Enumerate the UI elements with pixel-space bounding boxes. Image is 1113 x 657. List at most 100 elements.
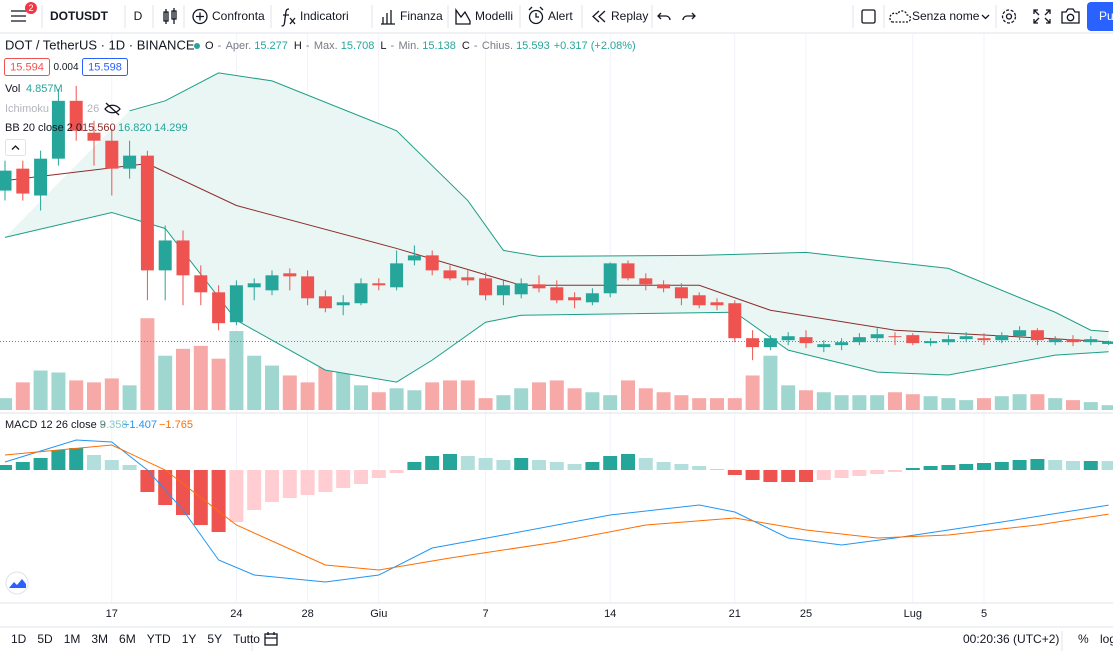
candle-body xyxy=(639,278,653,285)
logo-bg xyxy=(5,571,29,595)
volume-bar xyxy=(211,358,226,410)
candle-body xyxy=(461,277,475,281)
replay-button[interactable]: Replay xyxy=(592,9,648,23)
candle-body xyxy=(425,255,439,271)
volume-bar xyxy=(229,331,244,410)
logo-mark xyxy=(9,579,26,588)
chevron xyxy=(981,14,990,20)
candle-body xyxy=(692,295,706,306)
layout-button[interactable] xyxy=(861,9,876,24)
symbol-title: DOT / TetherUS · 1D · BINANCE xyxy=(5,37,195,52)
compare-button[interactable]: Confronta xyxy=(192,8,265,25)
volume-bar xyxy=(300,382,315,410)
volume-bar xyxy=(496,395,511,410)
macd-hist-bar xyxy=(923,466,938,470)
ichimoku-name: Ichimoku xyxy=(5,103,49,115)
candle-body xyxy=(514,283,528,295)
chart-type-button[interactable] xyxy=(163,8,177,24)
interval[interactable]: D xyxy=(134,9,143,23)
volume-bar xyxy=(389,388,404,410)
badge xyxy=(25,2,37,14)
volume-bar xyxy=(33,370,48,410)
candle-body xyxy=(34,158,48,196)
volume-bar xyxy=(1066,400,1080,410)
logo[interactable] xyxy=(5,571,29,595)
redo-button[interactable] xyxy=(682,12,696,21)
candle-body xyxy=(283,273,297,277)
candle-body xyxy=(69,100,83,131)
macd-hist-bar xyxy=(389,470,404,473)
fullscreen-button[interactable] xyxy=(1033,9,1051,24)
macd-hist-bar xyxy=(478,458,493,470)
menu-button[interactable]: 2 xyxy=(11,2,37,22)
macd-hist-bar xyxy=(247,470,262,510)
volume-bar xyxy=(371,392,386,410)
volume-bar xyxy=(265,365,279,410)
candle-body xyxy=(140,155,154,271)
volume-bar xyxy=(905,394,920,410)
financials-button[interactable]: Finanza xyxy=(381,9,443,25)
range-button[interactable]: 1Y xyxy=(182,632,197,646)
candle-body xyxy=(123,155,137,169)
undo-button[interactable] xyxy=(657,12,671,21)
x-tick-label: Lug xyxy=(904,608,922,620)
percent-toggle[interactable]: % xyxy=(1078,632,1089,646)
snapshot-button[interactable] xyxy=(1061,8,1080,24)
indicators-button[interactable]: Indicatori xyxy=(281,8,349,27)
candle-body xyxy=(728,303,742,339)
range-button[interactable]: 1D xyxy=(11,632,27,646)
market-status xyxy=(194,43,200,49)
bb-basis-value: 15.560 xyxy=(82,122,116,134)
candle-body xyxy=(532,284,546,289)
macd-value: −1.407 xyxy=(123,419,157,431)
button-label: Modelli xyxy=(475,9,513,23)
macd-hist-bar xyxy=(941,465,956,470)
ohlc-name: Max. xyxy=(314,40,338,52)
volume-bar xyxy=(638,388,653,410)
volume-bar xyxy=(816,392,831,410)
volume-bar xyxy=(923,396,938,410)
alert-button[interactable]: Alert xyxy=(528,6,573,25)
macd-hist-bar xyxy=(176,470,190,515)
button-label: Confronta xyxy=(212,9,265,23)
macd-hist-value: 0.358 xyxy=(100,419,128,431)
hide-indicator-button[interactable] xyxy=(104,102,121,116)
macd-hist-bar xyxy=(1030,459,1045,470)
settings-button[interactable] xyxy=(1001,9,1017,24)
publish-button[interactable]: Pu xyxy=(1087,2,1113,31)
date-range-button[interactable] xyxy=(264,632,278,646)
candle-body xyxy=(51,100,65,159)
macd-hist-bar xyxy=(496,460,511,470)
macd-hist-bar xyxy=(905,468,920,470)
range-button[interactable]: 5Y xyxy=(207,632,222,646)
templates-button[interactable]: Modelli xyxy=(455,7,513,25)
volume-bar xyxy=(549,380,564,410)
range-button[interactable]: 5D xyxy=(37,632,53,646)
candle-body xyxy=(852,337,866,343)
volume-bar xyxy=(158,355,173,410)
range-button[interactable]: 6M xyxy=(119,632,136,646)
candle-body xyxy=(941,339,955,343)
macd-hist-bar xyxy=(745,470,760,480)
log-toggle[interactable]: log xyxy=(1100,632,1113,646)
collapse-chevron xyxy=(11,145,20,150)
range-button[interactable]: YTD xyxy=(147,632,171,646)
range-button[interactable]: 3M xyxy=(91,632,108,646)
toolbar-bg xyxy=(0,0,1113,33)
volume-bar xyxy=(460,380,475,410)
volume-bar xyxy=(104,378,119,410)
candle-body xyxy=(1030,330,1044,341)
plot-area: 17 24 28 Giu 7 14 21 25 Lug 5 xyxy=(0,34,1113,620)
collapse-legend-button[interactable] xyxy=(5,139,26,156)
range-button[interactable]: Tutto xyxy=(233,632,260,646)
range-button[interactable]: 1M xyxy=(64,632,81,646)
candle-body xyxy=(158,240,172,271)
symbol[interactable]: DOTUSDT xyxy=(50,9,109,23)
candle-body xyxy=(977,338,991,341)
candle-body xyxy=(1102,341,1113,344)
layout-name-button[interactable]: Senza nome xyxy=(889,9,990,23)
candle-body xyxy=(0,170,12,191)
replay-icon xyxy=(592,10,606,23)
volume-bar xyxy=(51,372,66,410)
candle-body xyxy=(568,297,582,301)
